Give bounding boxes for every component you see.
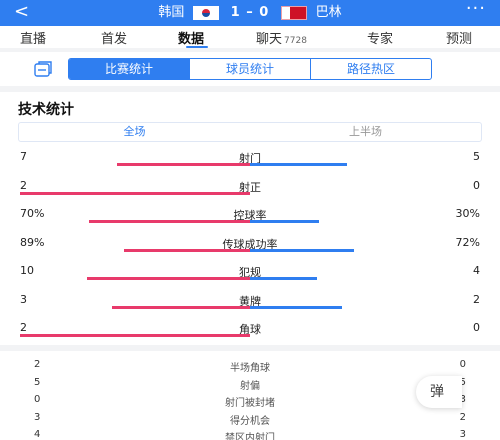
away-bar: [250, 277, 317, 280]
stat-name: 黄牌: [239, 294, 261, 308]
stat-name: 半场角球: [230, 363, 270, 374]
home-bar: [20, 334, 250, 337]
tab-chat[interactable]: 聊天 7728: [256, 28, 307, 47]
away-value: 0: [473, 321, 480, 334]
home-value: 7: [20, 150, 27, 163]
korea-flag-icon: [192, 6, 219, 20]
tab-predict[interactable]: 预测: [446, 32, 473, 47]
stat-name: 控球率: [233, 209, 267, 222]
divider: [0, 86, 500, 92]
active-tab-indicator: [186, 46, 208, 48]
away-value: 72%: [455, 235, 480, 249]
section-title: 技术统计: [18, 102, 74, 118]
home-value: 2: [20, 321, 27, 334]
home-value: 2: [20, 178, 27, 192]
stat-name: 射正: [239, 180, 261, 194]
match-header: < 韩国 1 – 0 巴林 ···: [0, 0, 500, 26]
divider: [0, 48, 500, 52]
away-bar: [250, 305, 342, 309]
away-value: 4: [473, 264, 480, 277]
extra-stat-row: 3 得分机会 2: [0, 412, 500, 430]
segment-player-stats[interactable]: 球员统计: [189, 59, 310, 79]
away-value: 3: [459, 394, 466, 405]
away-bar: [250, 248, 354, 252]
match-title: 韩国 1 – 0 巴林: [0, 4, 500, 23]
tab-live[interactable]: 直播: [20, 32, 47, 47]
stat-row: 2 角球 0: [0, 321, 500, 349]
home-value: 70%: [20, 207, 45, 220]
stat-row: 70% 控球率 30%: [0, 207, 500, 235]
away-team-name: 巴林: [315, 5, 342, 20]
away-value: 30%: [455, 207, 480, 220]
divider: [0, 345, 500, 351]
away-value: 2: [459, 411, 466, 423]
period-first-half[interactable]: 上半场: [349, 125, 382, 138]
away-value: 0: [459, 359, 466, 370]
home-value: 4: [34, 429, 41, 440]
segment-heatmap[interactable]: 路径热区: [310, 59, 431, 79]
stats-segment-control: 比赛统计 球员统计 路径热区: [68, 58, 432, 80]
extra-stat-row: 2 半场角球 0: [0, 359, 500, 377]
period-toggle: 全场 上半场: [18, 122, 482, 142]
away-bar: [250, 220, 319, 223]
extra-stat-row: 4 禁区内射门 3: [0, 429, 500, 440]
away-bar: [250, 163, 347, 166]
home-value: 0: [34, 394, 41, 405]
away-value: 0: [473, 178, 480, 192]
stats-subtabs: 比赛统计 球员统计 路径热区: [0, 52, 500, 86]
home-bar: [116, 163, 250, 166]
stat-name: 得分机会: [230, 415, 270, 427]
home-bar: [86, 277, 250, 280]
stat-name: 射门被封堵: [225, 398, 275, 409]
stat-name: 射门: [239, 152, 261, 165]
back-button[interactable]: <: [14, 1, 30, 22]
tab-data[interactable]: 数据: [178, 32, 205, 47]
stat-row: 3 黄牌 2: [0, 293, 500, 321]
tab-chat-label: 聊天: [256, 32, 283, 47]
more-icon[interactable]: ···: [465, 0, 486, 19]
stat-row: 2 射正 0: [0, 179, 500, 207]
extra-stat-row: 5 射偏 5: [0, 377, 500, 395]
danmu-button[interactable]: 弹: [416, 376, 462, 408]
home-bar: [123, 248, 250, 252]
home-bar: [89, 220, 250, 223]
extra-stat-row: 0 射门被封堵 3: [0, 394, 500, 412]
away-value: 3: [459, 429, 466, 440]
stat-name: 传球成功率: [222, 237, 278, 251]
stat-name: 射偏: [240, 380, 260, 392]
home-bar: [112, 305, 250, 309]
bahrain-flag-icon: [281, 6, 308, 20]
chat-count: 7728: [284, 36, 307, 46]
stat-row: 89% 传球成功率 72%: [0, 236, 500, 264]
home-bar: [20, 191, 250, 195]
home-team-name: 韩国: [158, 5, 185, 20]
home-value: 5: [34, 376, 41, 388]
tab-expert[interactable]: 专家: [367, 32, 394, 47]
segment-match-stats[interactable]: 比赛统计: [69, 59, 189, 79]
match-score: 1 – 0: [230, 5, 270, 20]
tab-lineup[interactable]: 首发: [101, 32, 128, 47]
away-value: 2: [473, 292, 480, 306]
stat-name: 角球: [239, 323, 261, 336]
away-value: 5: [459, 376, 466, 388]
document-icon[interactable]: [33, 60, 53, 78]
period-full-match[interactable]: 全场: [123, 125, 146, 138]
stat-row: 10 犯规 4: [0, 264, 500, 292]
stat-row: 7 射门 5: [0, 150, 500, 178]
home-value: 3: [20, 292, 27, 306]
home-value: 2: [34, 359, 41, 370]
home-value: 10: [20, 264, 34, 277]
home-value: 89%: [20, 235, 45, 249]
stat-name: 禁区内射门: [225, 433, 275, 440]
home-value: 3: [34, 411, 41, 423]
main-tabs: 直播 首发 数据 聊天 7728 专家 预测: [0, 26, 500, 48]
away-value: 5: [473, 150, 480, 163]
stat-name: 犯规: [239, 266, 261, 279]
